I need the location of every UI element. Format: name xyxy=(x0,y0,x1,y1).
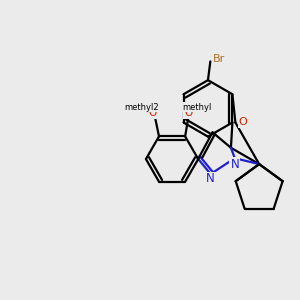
Text: O: O xyxy=(148,108,157,118)
Text: N: N xyxy=(206,172,215,185)
Text: O: O xyxy=(184,108,192,118)
Text: N: N xyxy=(230,158,239,171)
Text: methyl: methyl xyxy=(182,103,211,112)
Text: Br: Br xyxy=(213,54,225,64)
Text: O: O xyxy=(238,117,247,127)
Text: methyl2: methyl2 xyxy=(125,103,159,112)
